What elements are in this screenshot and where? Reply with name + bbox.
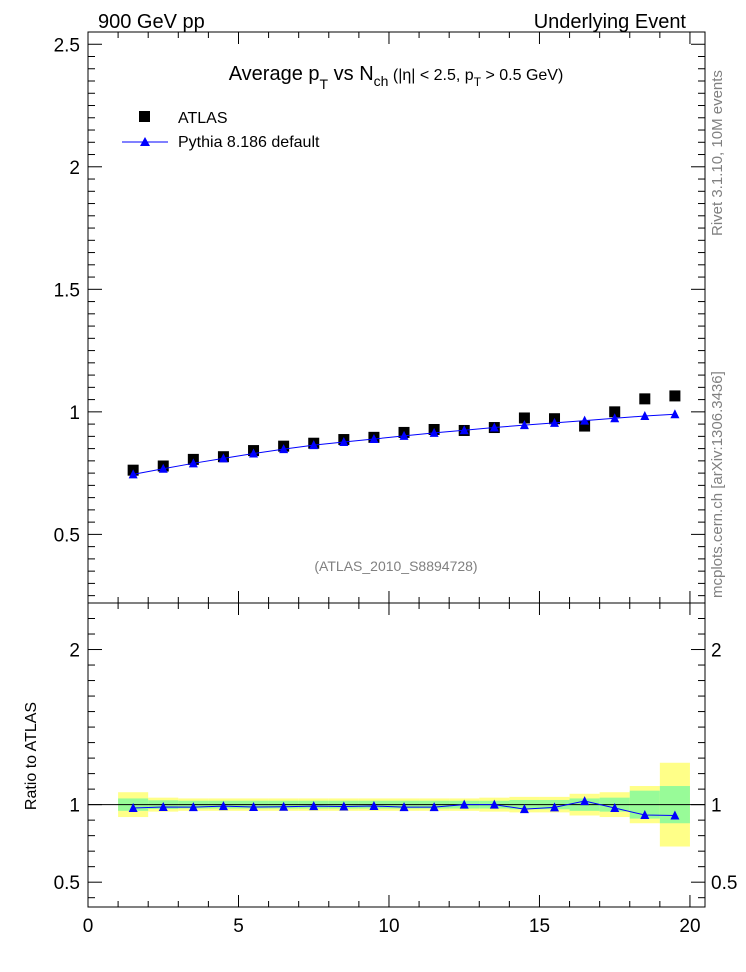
pythia-point	[399, 430, 409, 440]
ratio-ylabel: Ratio to ATLAS	[23, 702, 40, 810]
ratio-frame	[87, 602, 706, 908]
pythia-point	[128, 469, 138, 479]
pythia-point	[218, 453, 228, 463]
title-cut-b: > 0.5 GeV)	[481, 67, 563, 84]
title-main: Average p	[229, 63, 320, 85]
pythia-point	[158, 463, 168, 473]
ratio-point	[580, 796, 590, 806]
legend-marker-atlas	[139, 111, 150, 122]
pythia-point	[279, 444, 289, 454]
title-cut-a: (|η| < 2.5, p	[388, 67, 473, 84]
pythia-point	[489, 422, 499, 432]
ratio-point	[309, 801, 319, 811]
header-left: 900 GeV pp	[98, 11, 205, 33]
atlas-point	[518, 412, 530, 424]
pythia-point	[640, 411, 650, 421]
ratio-point	[399, 802, 409, 812]
pythia-point	[519, 420, 529, 430]
ratio-point	[640, 810, 650, 820]
analysis-id: (ATLAS_2010_S8894728)	[314, 558, 477, 574]
pythia-point	[369, 434, 379, 444]
mcplots-label: mcplots.cern.ch [arXiv:1306.3436]	[709, 371, 726, 598]
ratio-y-tick-label-left: 0.5	[54, 873, 80, 894]
ratio-y-tick-label-right: 1	[711, 796, 722, 817]
x-tick-label: 10	[378, 916, 399, 937]
main-y-tick-label: 1	[69, 403, 80, 424]
ratio-point	[459, 799, 469, 809]
ratio-point	[610, 803, 620, 813]
atlas-point	[669, 390, 681, 402]
header-right: Underlying Event	[534, 11, 687, 33]
main-y-tick-label: 1.5	[54, 280, 80, 301]
x-tick-label: 20	[679, 916, 700, 937]
ratio-y-tick-label-left: 2	[69, 641, 80, 662]
ratio-point	[218, 801, 228, 811]
ratio-point	[519, 804, 529, 814]
pythia-point	[339, 436, 349, 446]
main-y-tick-label: 2	[69, 158, 80, 179]
ratio-point	[429, 802, 439, 812]
atlas-point	[579, 420, 591, 432]
ratio-y-tick-label-left: 1	[69, 796, 80, 817]
ratio-point	[128, 803, 138, 813]
title-vs: vs N	[328, 63, 374, 85]
ratio-point	[670, 810, 680, 820]
ratio-point	[339, 801, 349, 811]
pythia-point	[309, 440, 319, 450]
main-panel	[127, 390, 681, 479]
ratio-y-tick-label-right: 2	[711, 641, 722, 662]
title-sub-ch: ch	[374, 73, 389, 89]
ratio-point	[188, 802, 198, 812]
main-y-tick-label: 2.5	[54, 35, 80, 56]
ratio-y-tick-label-right: 0.5	[711, 873, 737, 894]
main-y-tick-label: 0.5	[54, 525, 80, 546]
pythia-point	[550, 417, 560, 427]
pythia-line	[133, 413, 675, 475]
x-tick-label: 15	[529, 916, 550, 937]
x-tick-label: 5	[233, 916, 244, 937]
pythia-point	[429, 427, 439, 437]
pythia-point	[249, 448, 259, 458]
x-tick-label: 0	[83, 916, 94, 937]
ratio-point	[249, 801, 259, 811]
atlas-point	[639, 393, 651, 405]
title-sub-t: T	[320, 76, 329, 92]
ratio-point	[550, 802, 560, 812]
pythia-point	[188, 458, 198, 468]
atlas-point	[609, 406, 621, 418]
pythia-point	[610, 413, 620, 423]
rivet-label: Rivet 3.1.10, 10M events	[709, 70, 726, 236]
ratio-panel	[88, 796, 705, 820]
legend-label-atlas: ATLAS	[178, 110, 228, 127]
ratio-point	[279, 801, 289, 811]
pythia-point	[580, 415, 590, 425]
legend-marker-pythia	[140, 137, 150, 146]
title-cut-t: T	[474, 75, 482, 89]
ratio-point	[489, 799, 499, 809]
pythia-point	[459, 425, 469, 435]
plot-title: Average pT vs Nch (|η| < 2.5, pT > 0.5 G…	[229, 63, 564, 92]
axes: 0 5 10 15 20 0.5 1 1.5 2 2.5 0.5 0.5 1 1 2 2	[54, 31, 737, 937]
pythia-point	[670, 409, 680, 419]
ratio-point	[369, 801, 379, 811]
legend-label-pythia: Pythia 8.186 default	[178, 134, 320, 151]
ratio-point	[158, 801, 168, 811]
